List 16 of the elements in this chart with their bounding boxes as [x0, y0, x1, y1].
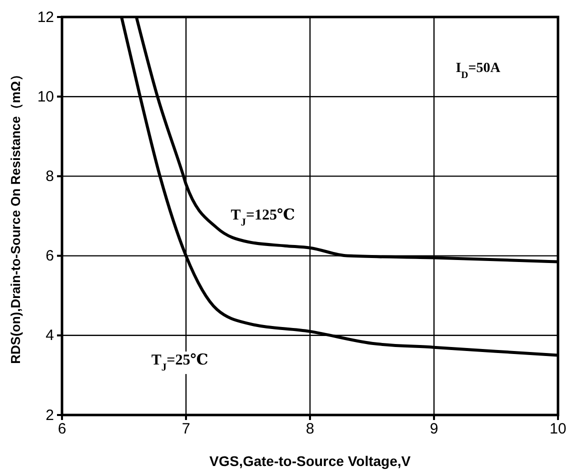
series-label: T$_{J}$=125℃ [230, 207, 296, 228]
y-tick-label: 10 [37, 88, 54, 106]
x-tick-label: 10 [550, 420, 566, 438]
y-axis-title: RDS(on),Drain-to-Source On Resistance（mΩ） [8, 68, 23, 364]
y-tick-label: 6 [46, 248, 54, 265]
y-tick-label: 4 [46, 327, 54, 344]
y-tick-label: 8 [46, 168, 54, 185]
x-axis-title: VGS,Gate-to-Source Voltage,V [209, 453, 412, 469]
text: T$_{J}$=25℃ [151, 352, 208, 374]
x-tick-label: 6 [58, 420, 66, 438]
x-tick-label: 7 [182, 420, 190, 438]
y-tick-label: 2 [46, 406, 54, 424]
x-tick-label: 9 [430, 420, 438, 438]
y-tick-label: 12 [37, 8, 54, 26]
annotation: I$_{D}$=50A [456, 61, 502, 80]
x-tick-label: 8 [306, 420, 314, 438]
